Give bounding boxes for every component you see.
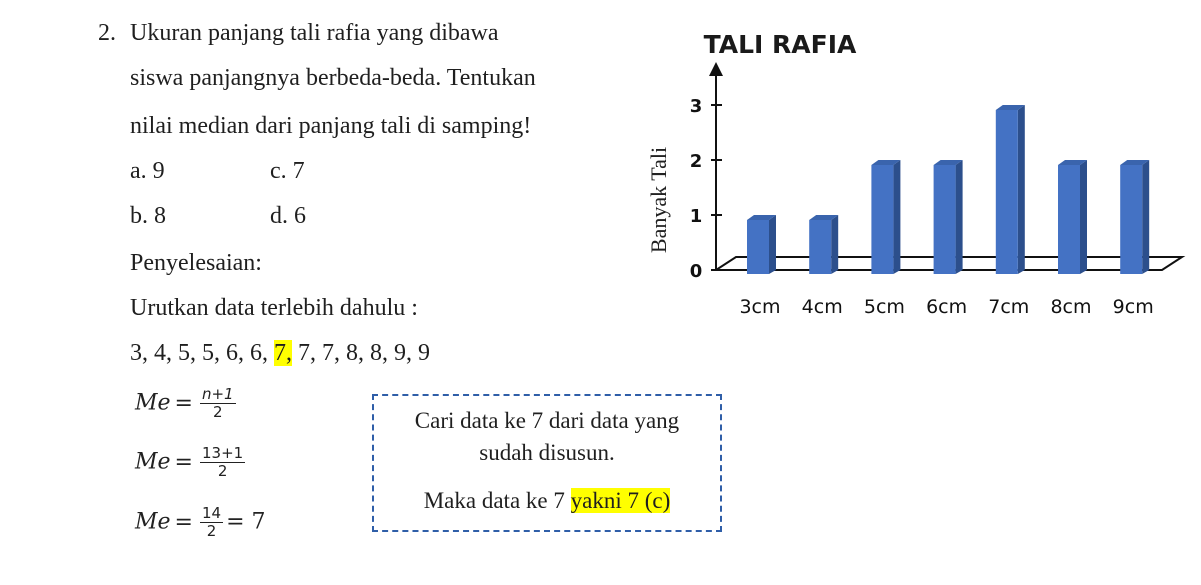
median-formula-3: Me = 14 2 = 7 <box>135 504 266 540</box>
sorted-data: 3, 4, 5, 5, 6, 6, 7, 7, 7, 8, 8, 9, 9 <box>130 340 430 367</box>
bar <box>809 220 832 274</box>
note-box: Cari data ke 7 dari data yang sudah disu… <box>372 394 722 532</box>
me-symbol: Me <box>135 390 171 416</box>
note-line-2: sudah disusun. <box>479 440 615 465</box>
bar-top <box>871 160 901 165</box>
fraction-numerator: 14 <box>199 504 224 523</box>
fraction-numerator: 13+1 <box>199 444 246 463</box>
question-line-1: Ukuran panjang tali rafia yang dibawa <box>130 20 499 46</box>
median-result: = 7 <box>226 509 266 535</box>
option-d: d. 6 <box>270 203 306 229</box>
fraction-denominator: 2 <box>206 522 217 540</box>
x-tick-label: 8cm <box>1050 296 1091 318</box>
bar-top <box>809 215 839 220</box>
bar-chart: 0 1 2 3 Banyak Tali 3cm 4cm 5cm 6cm 7cm 8cm 9cm <box>646 62 1186 318</box>
bar-side <box>831 215 839 274</box>
bar <box>747 220 769 274</box>
sorted-data-after: 7, 7, 8, 8, 9, 9 <box>292 340 430 366</box>
bar-top <box>995 105 1025 110</box>
me-symbol: Me <box>135 509 171 535</box>
bar-side <box>1142 160 1150 274</box>
bar-top <box>1120 160 1150 165</box>
option-a: a. 9 <box>130 158 165 184</box>
x-tick-label: 7cm <box>988 296 1029 318</box>
bar-side <box>955 160 963 274</box>
fraction-denominator: 2 <box>213 403 223 421</box>
question-line-2: siswa panjangnya berbeda-beda. Tentukan <box>130 65 536 91</box>
note-line-3: Maka data ke 7 yakni 7 (c) <box>374 488 720 514</box>
y-tick-label: 3 <box>690 96 703 117</box>
bar <box>871 165 894 274</box>
chart-title: TALI RAFIA <box>703 30 857 59</box>
me-symbol: Me <box>135 449 171 475</box>
bar <box>1058 165 1080 274</box>
bar-side <box>893 160 901 274</box>
fraction: 14 2 <box>199 504 224 540</box>
bar-side <box>1017 105 1025 274</box>
bar-side <box>1080 160 1087 274</box>
solution-step-sort: Urutkan data terlebih dahulu : <box>130 295 418 321</box>
x-tick-label: 9cm <box>1113 296 1154 318</box>
y-tick-label: 2 <box>690 151 703 172</box>
question-line-3: nilai median dari panjang tali di sampin… <box>130 113 532 139</box>
sorted-data-before: 3, 4, 5, 5, 6, 6, <box>130 340 274 366</box>
bar-top <box>933 160 963 165</box>
median-highlight: 7, <box>274 340 292 366</box>
bar <box>995 110 1018 274</box>
question-number: 2. <box>98 20 116 46</box>
bar-top <box>747 215 776 220</box>
bar-top <box>1058 160 1087 165</box>
bar <box>1120 165 1143 274</box>
solution-heading: Penyelesaian: <box>130 250 262 276</box>
x-tick-label: 6cm <box>926 296 967 318</box>
option-b: b. 8 <box>130 203 166 229</box>
bar <box>933 165 956 274</box>
fraction: n+1 2 <box>199 385 236 421</box>
y-axis-arrow <box>709 62 723 76</box>
y-axis-label: Banyak Tali <box>646 147 671 253</box>
x-tick-label: 3cm <box>739 296 780 318</box>
median-formula-2: Me = 13+1 2 <box>135 444 246 480</box>
y-tick-label: 0 <box>690 261 703 282</box>
bar-side <box>769 215 776 274</box>
answer-highlight: yakni 7 (c) <box>570 488 671 513</box>
x-tick-label: 4cm <box>802 296 843 318</box>
fraction-denominator: 2 <box>217 462 228 480</box>
x-tick-label: 5cm <box>864 296 905 318</box>
fraction: 13+1 2 <box>199 444 246 480</box>
option-c: c. 7 <box>270 158 305 184</box>
note-line-3-text: Maka data ke 7 <box>423 488 571 513</box>
fraction-numerator: n+1 <box>199 385 236 404</box>
note-line-1: Cari data ke 7 dari data yang <box>414 408 680 433</box>
median-formula-1: Me = n+1 2 <box>135 385 236 421</box>
y-tick-label: 1 <box>690 206 703 227</box>
